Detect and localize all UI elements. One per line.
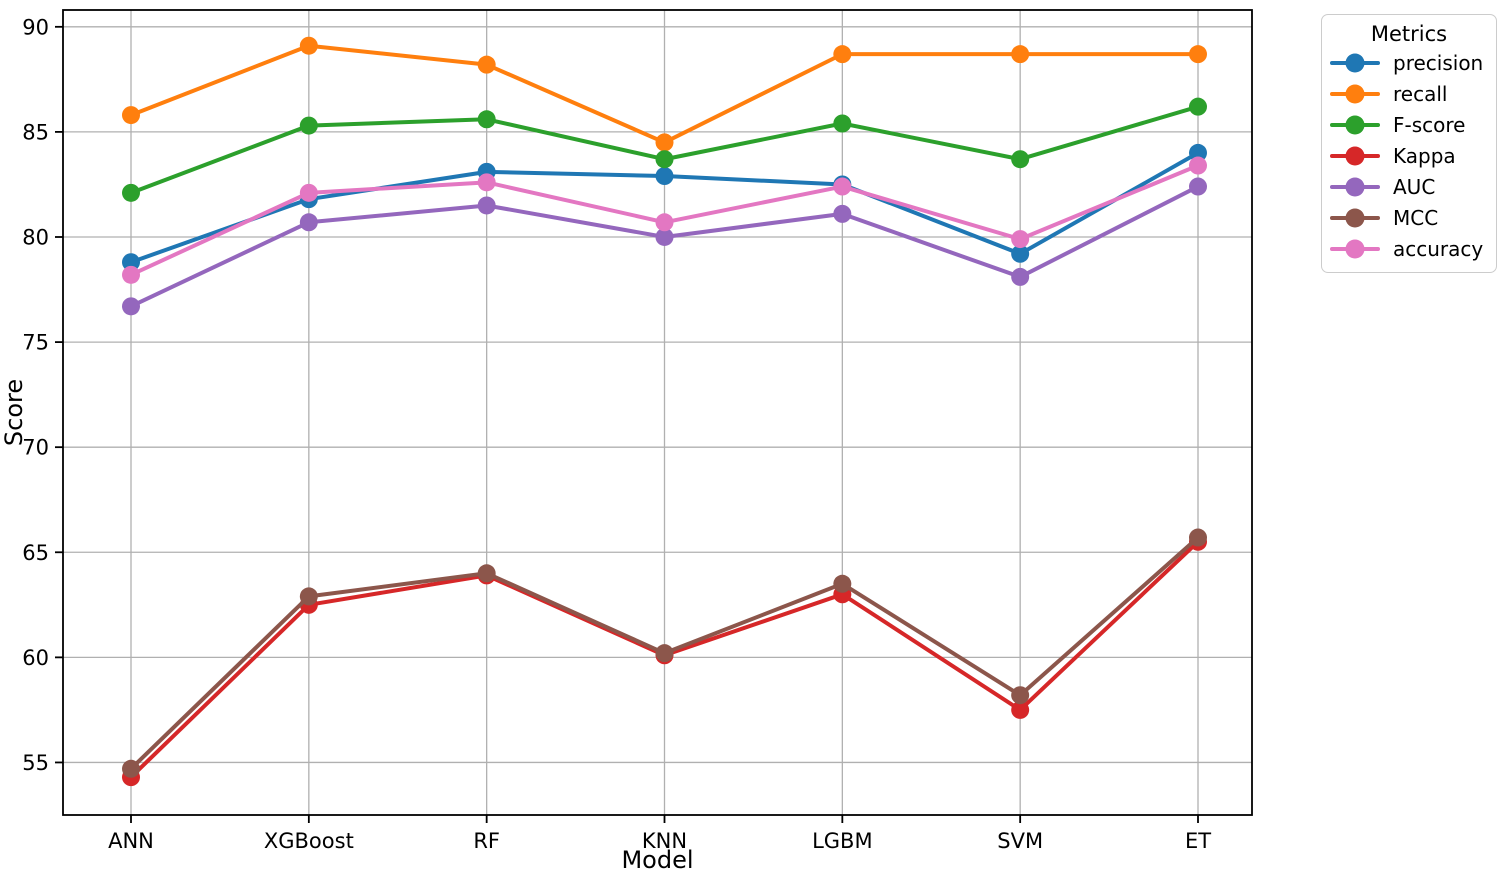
legend-label: F-score bbox=[1393, 112, 1466, 137]
legend-item-Kappa: Kappa bbox=[1330, 140, 1488, 171]
data-point-precision-KNN bbox=[655, 167, 674, 186]
legend-label: AUC bbox=[1393, 174, 1436, 199]
data-point-MCC-XGBoost bbox=[299, 587, 318, 606]
data-point-AUC-SVM bbox=[1011, 267, 1030, 286]
legend-dot-icon bbox=[1345, 177, 1365, 196]
y-tick-label: 55 bbox=[22, 751, 49, 775]
data-point-MCC-SVM bbox=[1011, 686, 1030, 705]
data-point-AUC-LGBM bbox=[833, 204, 852, 223]
data-point-accuracy-ANN bbox=[122, 265, 140, 284]
data-point-recall-SVM bbox=[1011, 45, 1030, 64]
data-point-recall-RF bbox=[477, 55, 496, 74]
legend-marker-icon bbox=[1330, 239, 1380, 258]
legend-item-F-score: F-score bbox=[1330, 109, 1488, 140]
data-point-accuracy-LGBM bbox=[833, 177, 852, 196]
data-point-AUC-RF bbox=[477, 196, 496, 215]
legend-marker-icon bbox=[1330, 115, 1380, 134]
data-point-MCC-ET bbox=[1189, 528, 1207, 547]
y-tick-label: 65 bbox=[22, 541, 49, 565]
legend-title: Metrics bbox=[1370, 22, 1448, 46]
legend-item-recall: recall bbox=[1330, 78, 1488, 109]
y-tick-label: 90 bbox=[22, 15, 49, 39]
x-tick-label: SVM bbox=[997, 829, 1043, 853]
y-tick-label: 70 bbox=[22, 436, 49, 460]
data-point-accuracy-SVM bbox=[1011, 230, 1030, 249]
legend-marker-icon bbox=[1330, 177, 1380, 196]
data-point-accuracy-KNN bbox=[655, 213, 674, 232]
data-point-F-score-ANN bbox=[122, 183, 140, 202]
legend-marker-icon bbox=[1330, 53, 1380, 72]
y-tick-label: 60 bbox=[22, 646, 49, 670]
legend-items: precision recall F-score Kappa AUC MCC accurac… bbox=[1330, 47, 1488, 264]
legend-dot-icon bbox=[1345, 115, 1365, 134]
data-point-precision-ANN bbox=[122, 253, 140, 272]
x-axis-label: Model bbox=[621, 846, 693, 874]
x-tick-label: ET bbox=[1185, 829, 1211, 853]
legend-label: recall bbox=[1393, 81, 1448, 106]
y-tick-label: 85 bbox=[22, 120, 49, 144]
data-point-Kappa-SVM bbox=[1011, 700, 1030, 719]
legend-item-MCC: MCC bbox=[1330, 202, 1488, 233]
legend-label: Kappa bbox=[1393, 143, 1456, 168]
data-point-AUC-ANN bbox=[122, 297, 140, 316]
data-point-AUC-KNN bbox=[655, 227, 674, 246]
data-point-accuracy-RF bbox=[477, 173, 496, 192]
y-axis-label: Score bbox=[0, 379, 28, 446]
legend-dot-icon bbox=[1345, 239, 1365, 258]
data-point-MCC-RF bbox=[477, 564, 496, 583]
data-point-F-score-XGBoost bbox=[299, 116, 318, 135]
data-point-precision-SVM bbox=[1011, 244, 1030, 263]
x-tick-label: LGBM bbox=[812, 829, 873, 853]
legend-dot-icon bbox=[1345, 146, 1365, 165]
legend-dot-icon bbox=[1345, 53, 1365, 72]
legend-marker-icon bbox=[1330, 84, 1380, 103]
data-point-recall-XGBoost bbox=[299, 36, 318, 55]
data-point-recall-ANN bbox=[122, 106, 140, 125]
data-point-recall-ET bbox=[1189, 45, 1207, 64]
legend: Metrics precision recall F-score Kappa AUC MC… bbox=[1321, 14, 1497, 273]
data-point-recall-LGBM bbox=[833, 45, 852, 64]
data-point-AUC-ET bbox=[1189, 177, 1207, 196]
data-point-F-score-SVM bbox=[1011, 150, 1030, 169]
data-point-recall-KNN bbox=[655, 133, 674, 152]
y-tick-label: 75 bbox=[22, 331, 49, 355]
legend-item-AUC: AUC bbox=[1330, 171, 1488, 202]
x-tick-label: RF bbox=[473, 829, 500, 853]
legend-marker-icon bbox=[1330, 146, 1380, 165]
data-point-MCC-LGBM bbox=[833, 574, 852, 593]
x-tick-label: XGBoost bbox=[264, 829, 354, 853]
legend-label: precision bbox=[1393, 50, 1484, 75]
data-point-MCC-KNN bbox=[655, 644, 674, 663]
legend-item-accuracy: accuracy bbox=[1330, 233, 1488, 264]
data-point-F-score-KNN bbox=[655, 150, 674, 169]
data-point-F-score-LGBM bbox=[833, 114, 852, 133]
legend-marker-icon bbox=[1330, 208, 1380, 227]
legend-dot-icon bbox=[1345, 84, 1365, 103]
data-point-accuracy-XGBoost bbox=[299, 183, 318, 202]
x-tick-label: KNN bbox=[642, 829, 687, 853]
data-point-AUC-XGBoost bbox=[299, 213, 318, 232]
data-point-F-score-RF bbox=[477, 110, 496, 129]
legend-label: accuracy bbox=[1393, 236, 1484, 261]
legend-label: MCC bbox=[1393, 205, 1439, 230]
y-tick-label: 80 bbox=[22, 225, 49, 249]
data-point-accuracy-ET bbox=[1189, 156, 1207, 175]
legend-dot-icon bbox=[1345, 208, 1365, 227]
data-point-MCC-ANN bbox=[122, 759, 140, 778]
plot-border bbox=[62, 9, 1253, 816]
legend-item-precision: precision bbox=[1330, 47, 1488, 78]
x-tick-label: ANN bbox=[108, 829, 154, 853]
data-point-precision-ET bbox=[1189, 143, 1207, 162]
data-point-F-score-ET bbox=[1189, 97, 1207, 116]
